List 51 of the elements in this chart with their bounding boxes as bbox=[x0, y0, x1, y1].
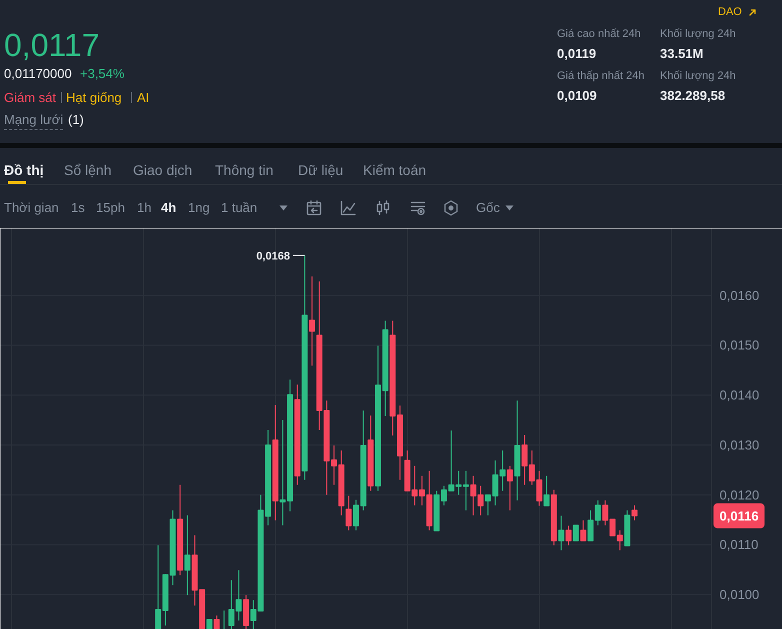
candlestick bbox=[346, 495, 352, 531]
text: 1h bbox=[137, 200, 152, 215]
candlestick bbox=[566, 525, 572, 546]
text: Thời gian bbox=[4, 200, 59, 215]
y-tick-label: 0,0110 bbox=[720, 537, 758, 552]
text: Đồ thị bbox=[4, 162, 44, 178]
text: +3,54% bbox=[80, 66, 124, 81]
candlestick bbox=[506, 465, 513, 511]
candlestick bbox=[184, 514, 190, 596]
text: Khối lượng 24h bbox=[660, 28, 736, 40]
y-tick-label: 0,0140 bbox=[720, 388, 760, 403]
candlestick bbox=[214, 615, 220, 629]
candlestick bbox=[572, 524, 579, 542]
text: 4h bbox=[161, 200, 176, 215]
candlestick bbox=[632, 504, 638, 521]
text: Kiểm toán bbox=[363, 162, 426, 178]
y-tick-label: 0,0100 bbox=[720, 587, 760, 602]
text: (1) bbox=[68, 112, 84, 127]
text: 33.51M bbox=[660, 46, 704, 61]
text: DAO bbox=[718, 6, 742, 18]
text: Gốc bbox=[476, 200, 500, 215]
candlestick bbox=[309, 276, 316, 366]
y-tick-label: 0,0160 bbox=[720, 288, 760, 303]
y-tick-label: 0,0150 bbox=[720, 338, 760, 353]
text: 382.289,58 bbox=[660, 88, 726, 103]
text: 0,0109 bbox=[557, 88, 597, 103]
text: Giá cao nhất 24h bbox=[557, 28, 641, 40]
annotation: 0,0168 bbox=[256, 250, 290, 262]
text: Giao dịch bbox=[133, 162, 192, 178]
text: Mạng lưới bbox=[4, 112, 64, 130]
candlestick bbox=[580, 520, 586, 542]
text: Giám sát bbox=[4, 90, 56, 105]
text: Hạt giống bbox=[66, 90, 122, 105]
text: 0,0117 bbox=[4, 27, 100, 63]
text: AI bbox=[137, 90, 150, 105]
candlestick bbox=[558, 515, 564, 551]
text: 1s bbox=[71, 200, 85, 215]
y-tick-label: 0,0120 bbox=[720, 487, 760, 502]
text: 1 tuần bbox=[221, 200, 258, 215]
text: 1ng bbox=[188, 200, 210, 215]
text: Thông tin bbox=[215, 162, 274, 178]
text: Dữ liệu bbox=[298, 162, 344, 178]
text: 0,0116 bbox=[720, 508, 759, 524]
candlestick bbox=[544, 475, 550, 506]
text: 0,01170000 bbox=[4, 66, 72, 81]
text: 0,0119 bbox=[557, 46, 596, 61]
text: 15ph bbox=[96, 200, 125, 215]
y-tick-label: 0,0130 bbox=[720, 437, 760, 452]
text: Giá thấp nhất 24h bbox=[557, 70, 644, 82]
text: Khối lượng 24h bbox=[660, 70, 736, 82]
text: Sổ lệnh bbox=[64, 162, 112, 178]
